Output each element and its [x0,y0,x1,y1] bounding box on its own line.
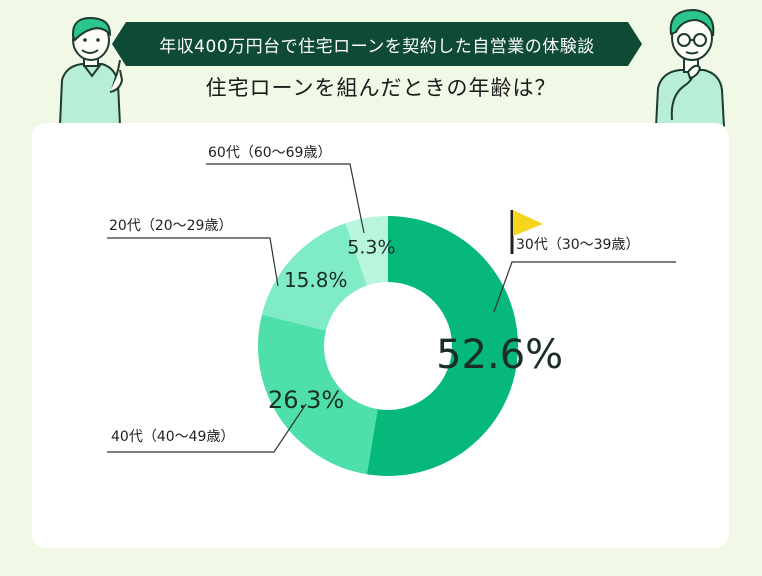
banner-ribbon-shape [112,22,642,66]
chart-card [32,123,729,548]
slice-value-label-2: 26.3% [268,386,344,414]
flag-icon [510,210,543,254]
title-banner: 年収400万円台で住宅ローンを契約した自営業の体験談 [112,22,642,66]
leader-line-1 [493,261,676,313]
leader-line-2 [107,403,307,453]
chart-question: 住宅ローンを組んだときの年齢は？ [205,76,557,100]
donut-slice-1 [366,216,519,476]
banner-title: 年収400万円台で住宅ローンを契約した自営業の体験談 [159,36,595,57]
man-pointing-illustration [58,16,124,125]
leader-line-3 [107,237,279,287]
category-label-3: 20代（20〜29歳） [109,218,232,234]
slice-value-label-1: 52.6% [436,332,563,378]
slice-value-label-3: 15.8% [284,268,348,292]
man-thinking-illustration [654,8,726,127]
donut-slice-2 [258,314,378,475]
category-label-1: 30代（30〜39歳） [516,237,639,253]
leader-line-4 [206,163,365,234]
slice-value-label-4: 5.3% [347,236,395,258]
donut-slice-4 [345,216,388,286]
category-label-4: 60代（60〜69歳） [208,145,331,161]
category-label-2: 40代（40〜49歳） [111,429,234,445]
donut-slice-3 [261,223,368,331]
